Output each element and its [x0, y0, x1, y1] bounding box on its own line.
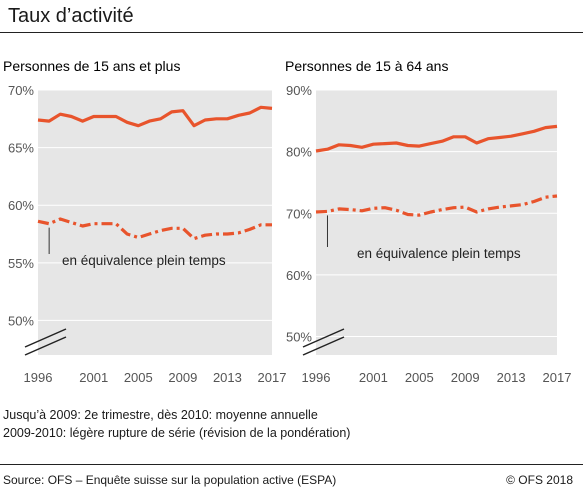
annotation-text-right: en équivalence plein temps [357, 246, 521, 261]
note-line-2: 2009-2010: légère rupture de série (révi… [3, 426, 351, 440]
chart-title-left: Personnes de 15 ans et plus [3, 58, 180, 74]
charts-canvas: Personnes de 15 ans et plus 50% 55% 60% 65%… [3, 58, 571, 385]
y-tick-label-left-70: 70% [8, 83, 34, 98]
series-line-right-total [315, 124, 558, 153]
x-tick-label-right-1996: 1996 [302, 370, 331, 385]
title-rule [0, 32, 583, 33]
note-line-1: Jusqu’à 2009: 2e trimestre, dès 2010: mo… [3, 408, 318, 422]
annotation-text-left: en équivalence plein temps [62, 253, 226, 268]
x-tick-label-right-2005: 2005 [405, 370, 434, 385]
y-tick-label-left-50: 50% [8, 313, 34, 328]
footer-rule [0, 464, 583, 465]
plot-background-right [316, 90, 557, 355]
y-tick-label-left-65: 65% [8, 141, 34, 156]
y-tick-label-right-90: 90% [286, 83, 312, 98]
x-tick-label-left-2005: 2005 [124, 370, 153, 385]
y-tick-label-left-55: 55% [8, 256, 34, 271]
plot-background-left [38, 90, 272, 355]
page-title: Taux d’activité [8, 5, 134, 27]
x-tick-label-left-2017: 2017 [258, 370, 287, 385]
plot-area-right: 50% 60% 70% 80% 90% 1996 2001 2005 2009 2013 2017 e… [286, 83, 571, 385]
x-tick-label-right-2017: 2017 [543, 370, 572, 385]
axis-break-mark-right-0 [302, 328, 345, 348]
y-tick-label-right-60: 60% [286, 268, 312, 283]
y-tick-label-right-70: 70% [286, 206, 312, 221]
y-tick-label-right-80: 80% [286, 145, 312, 160]
plot-area-left: 50% 55% 60% 65% 70% 1996 2001 2005 2009 2013 2017 e… [8, 83, 286, 385]
x-tick-label-left-2009: 2009 [168, 370, 197, 385]
source-text: Source: OFS – Enquête suisse sur la popu… [3, 473, 337, 487]
series-line-right-fulltime [315, 194, 558, 217]
series-line-left-fulltime [37, 217, 272, 241]
axis-break-mark-left-0 [24, 328, 67, 348]
y-tick-label-left-60: 60% [8, 198, 34, 213]
chart-panel-right: Personnes de 15 à 64 ans 50% 60% 70% 80% 90%… [285, 58, 571, 385]
chart-title-right: Personnes de 15 à 64 ans [285, 58, 448, 74]
x-tick-label-left-2001: 2001 [79, 370, 108, 385]
copyright-text: © OFS 2018 [506, 473, 573, 487]
series-line-left-total [37, 105, 273, 128]
axis-break-mark-right-1 [302, 336, 345, 356]
axis-break-mark-left-1 [24, 336, 67, 356]
x-tick-label-left-1996: 1996 [24, 370, 53, 385]
x-tick-label-left-2013: 2013 [213, 370, 242, 385]
x-tick-label-right-2013: 2013 [497, 370, 526, 385]
x-tick-label-right-2009: 2009 [451, 370, 480, 385]
y-tick-label-right-50: 50% [286, 330, 312, 345]
x-tick-label-right-2001: 2001 [359, 370, 388, 385]
chart-panel-left: Personnes de 15 ans et plus 50% 55% 60% 65%… [3, 58, 286, 385]
